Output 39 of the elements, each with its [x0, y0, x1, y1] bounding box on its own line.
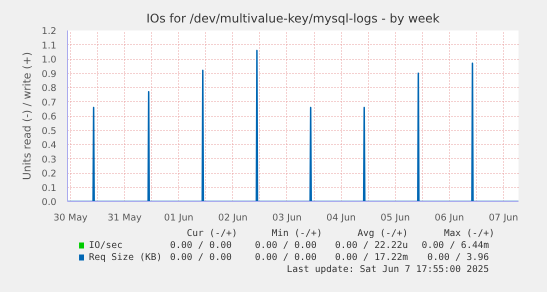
text: 0.00 / 3.96: [427, 252, 490, 263]
x-tick-label: 04 Jun: [326, 212, 356, 224]
y-tick-label: 0.5: [42, 126, 57, 137]
x-tick-label: 30 May: [53, 212, 88, 224]
text: 0.00 / 0.00: [170, 240, 232, 251]
y-tick-label: 1.0: [42, 54, 57, 66]
text: 0.00 / 0.00: [254, 240, 318, 251]
y-tick-label: 0.1: [42, 182, 57, 194]
text: 0.00 / 0.00: [170, 252, 232, 263]
text: 0.00 / 17.22m: [335, 252, 408, 263]
text: Cur (-/+): [186, 228, 238, 239]
legend-label: IO/sec: [88, 240, 123, 251]
y-tick-label: 0.0: [42, 197, 57, 208]
x-tick-label: 07 Jun: [488, 212, 518, 224]
x-tick-label: 31 May: [108, 212, 142, 224]
legend-label: Req Size (KB): [88, 252, 162, 263]
text: Min (-/+): [272, 228, 322, 239]
text: Max (-/+): [444, 228, 495, 239]
x-tick-label: 03 Jun: [272, 212, 302, 224]
y-tick-label: 0.7: [42, 97, 57, 108]
text: Last update: Sat Jun 7 17:55:00 2025: [286, 264, 489, 275]
y-tick-label: 0.2: [42, 168, 57, 180]
y-tick-label: 1.2: [42, 26, 57, 37]
y-tick-label: 1.1: [42, 40, 57, 52]
text: Avg (-/+): [357, 228, 408, 239]
y-tick-label: 0.6: [42, 112, 57, 122]
y-tick-label: 0.9: [42, 68, 57, 80]
y-tick-label: 0.4: [42, 140, 57, 151]
y-tick-label: 0.8: [42, 83, 57, 94]
y-axis-title: Units read (-) / write (+): [20, 52, 34, 180]
x-tick-label: 06 Jun: [434, 212, 464, 224]
x-tick-label: 01 Jun: [164, 212, 194, 224]
x-tick-label: 05 Jun: [380, 212, 410, 224]
text: 0.00 / 6.44m: [422, 240, 490, 251]
text: 0.00 / 22.22u: [335, 240, 408, 251]
text: 0.00 / 0.00: [254, 252, 318, 263]
x-tick-label: 02 Jun: [218, 212, 248, 224]
chart-title: IOs for /dev/multivalue-key/mysql-logs - by week: [146, 12, 440, 26]
y-tick-label: 0.3: [42, 154, 57, 166]
